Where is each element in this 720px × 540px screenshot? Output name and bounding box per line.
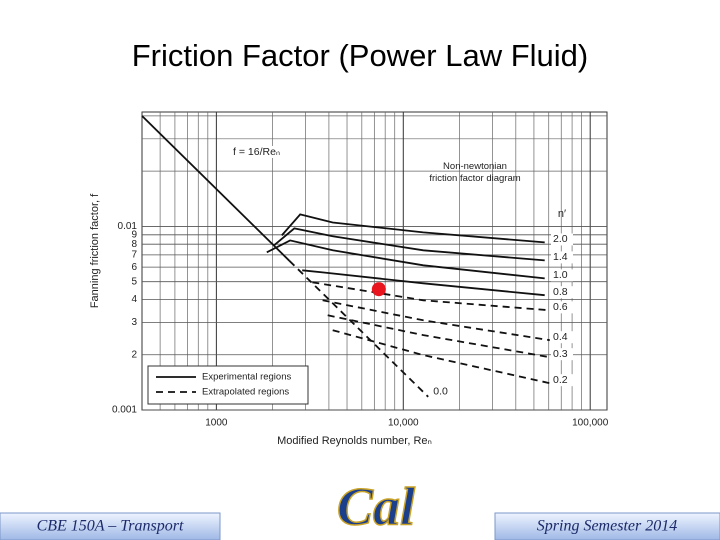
y-tick-label: 0.01	[118, 221, 138, 232]
y-tick-label: 2	[131, 349, 137, 360]
series-line	[281, 213, 545, 244]
legend-box	[147, 365, 309, 405]
series-label: 0.6	[553, 301, 568, 313]
series-label: 0.0	[433, 386, 448, 398]
series-label-bg	[551, 301, 573, 314]
series-label: 1.4	[553, 251, 568, 263]
x-tick-label: 1000	[205, 418, 228, 429]
series-label: 1.0	[553, 269, 568, 281]
series-label-bg	[551, 374, 573, 387]
series-label-bg	[551, 251, 573, 264]
y-tick-label: 9	[131, 229, 137, 240]
legend-label: Experimental regions	[202, 372, 291, 383]
footer-right-box	[494, 512, 720, 540]
series-label: 0.8	[553, 286, 568, 298]
series-line	[141, 115, 291, 262]
marker-point	[371, 282, 386, 297]
series-label: 0.3	[553, 348, 568, 360]
y-tick-label: 7	[131, 249, 137, 260]
y-tick-label: 4	[131, 294, 137, 305]
series-line	[273, 227, 545, 262]
series-label-bg	[231, 146, 293, 158]
y-axis-label: Fanning friction factor, f	[89, 193, 101, 308]
series-line	[327, 314, 550, 359]
footer-left: CBE 150A – Transport	[37, 518, 184, 535]
legend-title: n′	[558, 208, 566, 220]
legend-label: Extrapolated regions	[202, 387, 289, 398]
series-line	[302, 269, 545, 297]
slide-title: Friction Factor (Power Law Fluid)	[132, 38, 589, 73]
series-label: 0.4	[553, 331, 568, 343]
series-label-bg	[431, 385, 454, 398]
series-line	[322, 299, 550, 342]
series-line	[312, 281, 550, 312]
footer-left-box	[0, 512, 221, 540]
series-line	[332, 329, 550, 385]
y-tick-label: 3	[131, 317, 137, 328]
footer-right: Spring Semester 2014	[537, 518, 677, 535]
y-tick-label: 8	[131, 239, 137, 250]
x-tick-label: 100,000	[572, 418, 609, 429]
logo: Cal	[337, 476, 415, 536]
annotation: Non-newtonian friction factor diagram	[429, 161, 520, 184]
series-label: f = 16/Reₙ	[233, 146, 280, 158]
series-label: 2.0	[553, 233, 568, 245]
series-label: 0.2	[553, 374, 568, 386]
series-label-bg	[551, 331, 573, 344]
series-line	[266, 239, 545, 280]
series-label-bg	[551, 269, 573, 282]
x-axis-label: Modified Reynolds number, Reₙ	[277, 435, 432, 447]
y-tick-label: 5	[131, 276, 137, 287]
series-label-bg	[551, 286, 573, 299]
x-tick-label: 10,000	[388, 418, 419, 429]
y-tick-label: 6	[131, 262, 137, 273]
y-tick-label: 0.001	[112, 405, 137, 416]
series-line	[288, 260, 429, 398]
series-label-bg	[551, 233, 573, 246]
series-label-bg	[551, 348, 573, 361]
